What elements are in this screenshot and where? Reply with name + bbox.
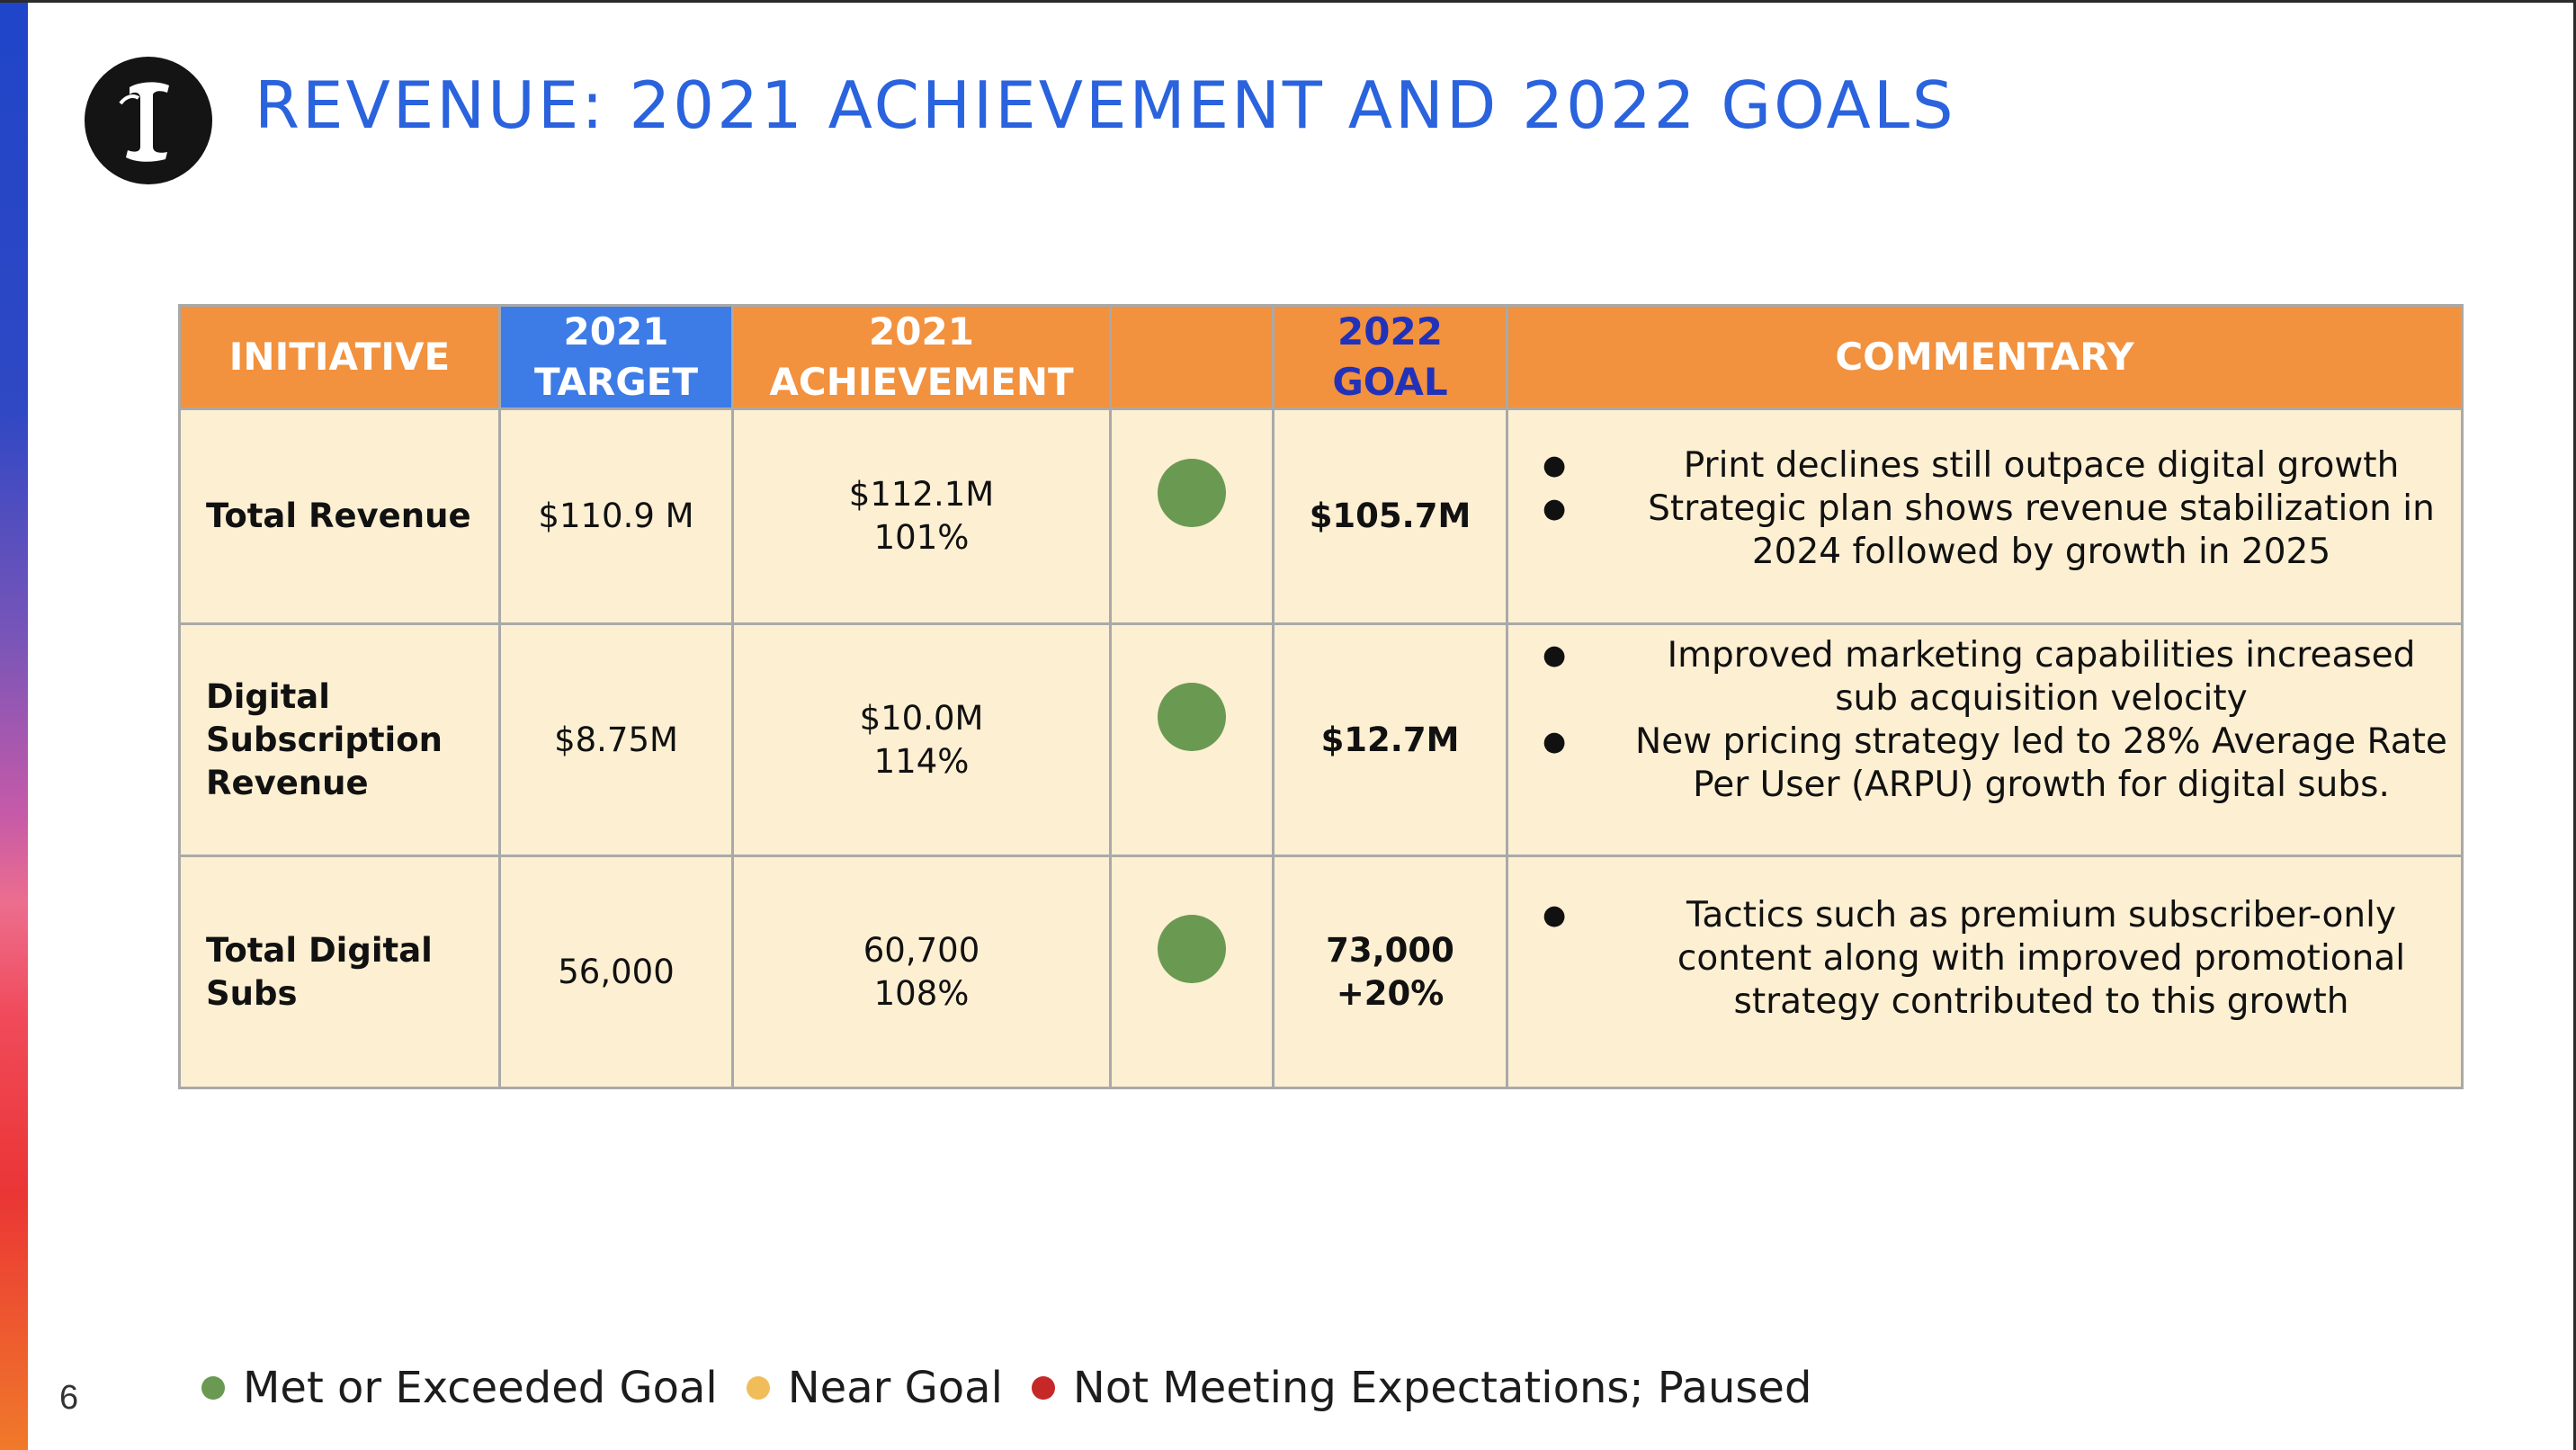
achievement-value: $112.1M <box>848 475 995 514</box>
table-row-total-digital-subs: Total Digital Subs 56,000 60,700 108% 73… <box>178 855 2464 1089</box>
header-achievement-year: 2021 <box>869 309 974 354</box>
revenue-table: INITIATIVE 2021 TARGET 2021 ACHIEVEMENT … <box>178 304 2464 1089</box>
header-2021-target: 2021 TARGET <box>498 304 734 410</box>
status-cell <box>1109 407 1275 625</box>
achievement-percent: 108% <box>873 973 970 1013</box>
achievement-value: 60,700 <box>863 930 980 970</box>
initiative-name: Total Revenue <box>206 497 471 535</box>
legend-label: Not Meeting Expectations; Paused <box>1072 1363 1812 1413</box>
initiative-name-line: Subs <box>206 973 298 1013</box>
status-green-dot-icon <box>1158 459 1226 527</box>
legend-item-met: Met or Exceeded Goal <box>201 1363 718 1413</box>
table-header-row: INITIATIVE 2021 TARGET 2021 ACHIEVEMENT … <box>178 304 2464 410</box>
status-green-dot-icon <box>1158 682 1226 751</box>
yellow-dot-icon <box>746 1376 770 1400</box>
publication-logo <box>85 57 212 184</box>
status-cell <box>1109 855 1275 1089</box>
target-cell: $110.9 M <box>498 407 734 625</box>
achievement-percent: 101% <box>873 518 970 557</box>
goal-growth: +20% <box>1336 973 1445 1013</box>
header-achievement-label: ACHIEVEMENT <box>769 360 1074 404</box>
status-cell <box>1109 622 1275 857</box>
header-target-label: TARGET <box>533 360 699 404</box>
slide-title: REVENUE: 2021 ACHIEVEMENT AND 2022 GOALS <box>255 67 1956 143</box>
legend-label: Near Goal <box>787 1363 1003 1413</box>
goal-value: 73,000 <box>1326 930 1454 970</box>
legend-label: Met or Exceeded Goal <box>243 1363 718 1413</box>
page-number: 6 <box>59 1379 79 1417</box>
target-cell: 56,000 <box>498 855 734 1089</box>
green-dot-icon <box>201 1376 225 1400</box>
legend-item-near: Near Goal <box>746 1363 1003 1413</box>
commentary-item: ● Tactics such as premium subscriber-only… <box>1543 894 2406 1022</box>
table-row-digital-subscription-revenue: Digital Subscription Revenue $8.75M $10.… <box>178 622 2464 857</box>
header-goal-year: 2022 <box>1337 309 1443 354</box>
commentary-cell: ● Print declines still outpace digital gr… <box>1506 407 2464 625</box>
goal-value: $12.7M <box>1320 720 1460 759</box>
red-dot-icon <box>1031 1376 1055 1400</box>
header-status <box>1109 304 1275 410</box>
bullet-icon: ● <box>1543 450 1567 481</box>
initiative-name-line: Subscription <box>206 720 443 759</box>
initiative-cell: Digital Subscription Revenue <box>178 622 501 857</box>
commentary-item: ● Print declines still outpace digital gr… <box>1543 445 2400 486</box>
status-legend: Met or Exceeded Goal Near Goal Not Meeti… <box>201 1363 1840 1413</box>
header-target-year: 2021 <box>563 309 669 354</box>
status-green-dot-icon <box>1158 914 1226 983</box>
commentary-cell: ● Tactics such as premium subscriber-only… <box>1506 855 2464 1089</box>
commentary-item: ● New pricing strategy led to 28% Average… <box>1543 721 2447 805</box>
target-cell: $8.75M <box>498 622 734 857</box>
bullet-icon: ● <box>1543 493 1567 524</box>
commentary-cell: ● Improved marketing capabilities increas… <box>1506 622 2464 857</box>
initiative-cell: Total Revenue <box>178 407 501 625</box>
achievement-value: $10.0M <box>859 698 984 738</box>
goal-value: $105.7M <box>1309 497 1471 535</box>
achievement-percent: 114% <box>873 741 970 781</box>
commentary-item: ● Improved marketing capabilities increas… <box>1543 634 2416 719</box>
initiative-name-line: Digital <box>206 676 330 716</box>
accent-gradient-bar <box>0 3 28 1450</box>
achievement-cell: 60,700 108% <box>731 855 1112 1089</box>
legend-item-not-meeting: Not Meeting Expectations; Paused <box>1031 1363 1812 1413</box>
blackletter-i-icon <box>119 82 169 162</box>
goal-cell: $105.7M <box>1272 407 1508 625</box>
achievement-cell: $112.1M 101% <box>731 407 1112 625</box>
initiative-cell: Total Digital Subs <box>178 855 501 1089</box>
table-row-total-revenue: Total Revenue $110.9 M $112.1M 101% $105… <box>178 407 2464 625</box>
bullet-icon: ● <box>1543 639 1567 671</box>
bullet-icon: ● <box>1543 725 1567 757</box>
goal-cell: $12.7M <box>1272 622 1508 857</box>
header-commentary: COMMENTARY <box>1506 304 2464 410</box>
header-2022-goal: 2022 GOAL <box>1272 304 1508 410</box>
goal-cell: 73,000 +20% <box>1272 855 1508 1089</box>
commentary-item: ● Strategic plan shows revenue stabilizat… <box>1543 488 2435 572</box>
header-goal-label: GOAL <box>1332 360 1448 404</box>
achievement-cell: $10.0M 114% <box>731 622 1112 857</box>
bullet-icon: ● <box>1543 899 1567 931</box>
header-initiative: INITIATIVE <box>178 304 501 410</box>
initiative-name-line: Total Digital <box>206 930 433 970</box>
header-2021-achievement: 2021 ACHIEVEMENT <box>731 304 1112 410</box>
initiative-name-line: Revenue <box>206 763 369 802</box>
